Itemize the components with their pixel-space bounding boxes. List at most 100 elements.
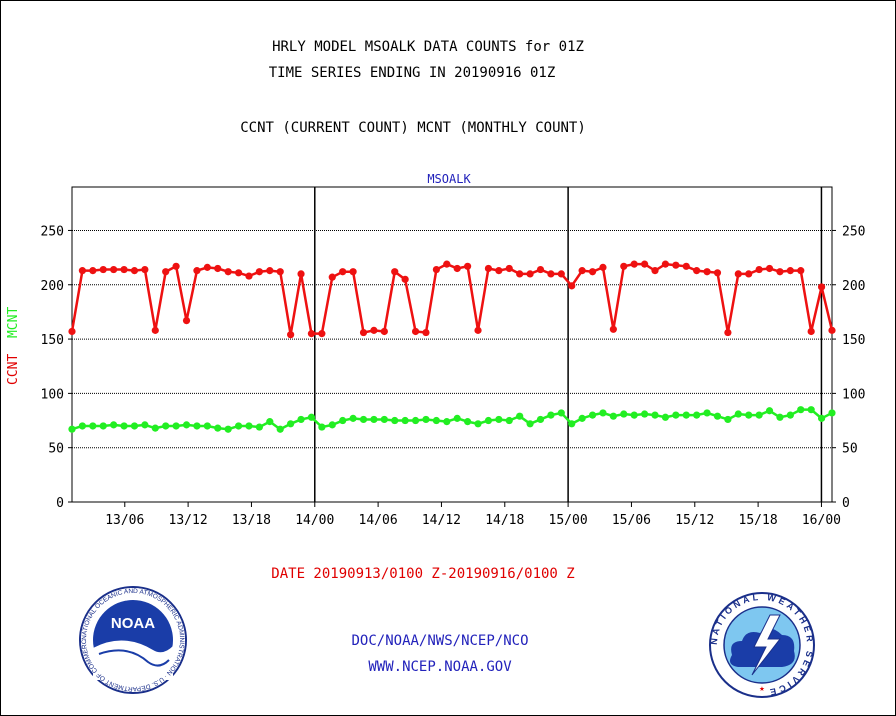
data-point-ccnt [734,270,742,278]
data-point-mcnt [411,416,420,425]
x-tick-label: 14/18 [485,513,524,528]
data-point-mcnt [599,409,607,417]
data-point-mcnt [214,424,222,432]
y-tick-label-right: 0 [842,496,850,511]
x-tick-label: 15/00 [549,513,588,528]
data-point-ccnt [609,325,617,333]
data-point-mcnt [661,413,670,421]
data-point-ccnt [110,265,118,274]
y-tick-label-right: 50 [842,442,858,457]
data-point-mcnt [339,416,347,425]
data-point-ccnt [151,326,159,334]
data-point-ccnt [786,267,794,275]
y-tick-label-right: 100 [842,387,865,402]
data-point-ccnt [526,270,534,278]
data-point-ccnt [797,267,805,275]
data-point-mcnt [588,411,597,419]
data-point-ccnt [401,275,409,283]
data-point-ccnt [411,327,420,336]
data-point-mcnt [162,422,170,430]
chart-title: HRLY MODEL MSOALK DATA COUNTS for 01Z [272,39,584,55]
x-tick-label: 13/18 [232,513,271,528]
y-tick-label-right: 200 [842,279,865,294]
data-point-ccnt [432,265,440,274]
data-point-mcnt [609,412,617,420]
data-point-mcnt [287,420,295,428]
data-point-ccnt [307,330,316,338]
footer-url: WWW.NCEP.NOAA.GOV [368,659,512,675]
data-point-mcnt [318,423,326,431]
data-point-ccnt [193,267,201,275]
x-axis-label: DATE 20190913/0100 Z-20190916/0100 Z [271,566,575,582]
data-point-ccnt [641,260,649,268]
data-point-mcnt [755,411,763,419]
data-point-ccnt [745,270,753,278]
data-point-mcnt [745,411,753,419]
data-point-mcnt [328,421,336,429]
data-point-mcnt [703,409,711,417]
data-point-ccnt [703,268,711,276]
data-point-ccnt [245,272,253,280]
data-point-ccnt [370,326,378,334]
data-point-ccnt [255,268,263,276]
data-point-mcnt [99,422,107,430]
data-point-mcnt [557,409,565,417]
data-point-mcnt [203,422,211,430]
y-tick-label-right: 250 [842,224,865,239]
data-point-mcnt [391,416,399,425]
data-point-mcnt [349,414,357,422]
data-point-mcnt [432,416,440,425]
data-point-mcnt [536,415,545,424]
data-point-ccnt [568,282,576,290]
data-point-ccnt [693,267,701,275]
data-point-ccnt [776,268,784,276]
data-point-ccnt [266,267,274,275]
data-point-mcnt [89,422,97,430]
data-point-mcnt [141,421,149,429]
data-point-ccnt [287,331,295,339]
data-point-ccnt [297,270,305,278]
data-point-ccnt [224,268,232,276]
data-point-ccnt [453,264,461,273]
data-point-ccnt [599,263,607,271]
data-point-ccnt [172,262,180,270]
data-point-mcnt [359,415,368,424]
data-point-ccnt [349,268,357,276]
data-point-ccnt [588,268,597,276]
plot-label: MSOALK [427,172,471,186]
data-point-mcnt [193,422,201,430]
data-point-mcnt [422,415,430,424]
data-point-mcnt [68,425,76,433]
data-point-mcnt [672,411,680,419]
data-point-ccnt [620,262,628,270]
data-point-ccnt [443,260,451,268]
data-point-mcnt [224,425,232,433]
x-tick-label: 15/18 [739,513,778,528]
y-tick-label-left: 250 [41,224,64,239]
data-point-ccnt [380,327,388,336]
data-point-ccnt [422,328,430,337]
data-point-ccnt [651,267,659,275]
data-point-mcnt [370,415,378,424]
data-point-mcnt [307,413,316,421]
data-point-ccnt [130,267,139,275]
data-point-mcnt [620,410,628,418]
data-point-ccnt [474,326,482,334]
data-point-mcnt [255,423,263,431]
data-point-mcnt [734,410,742,418]
data-point-mcnt [120,422,128,430]
data-point-mcnt [630,411,638,419]
data-point-mcnt [807,406,815,414]
data-point-ccnt [578,267,586,275]
data-point-mcnt [245,422,253,430]
data-point-mcnt [443,418,451,426]
data-point-ccnt [495,267,503,275]
data-point-ccnt [68,327,76,336]
data-point-mcnt [474,420,482,428]
x-tick-label: 15/12 [675,513,714,528]
data-point-ccnt [682,262,690,270]
data-point-ccnt [359,328,368,337]
data-point-ccnt [765,264,774,273]
data-point-mcnt [182,421,191,429]
data-point-mcnt [172,422,180,430]
